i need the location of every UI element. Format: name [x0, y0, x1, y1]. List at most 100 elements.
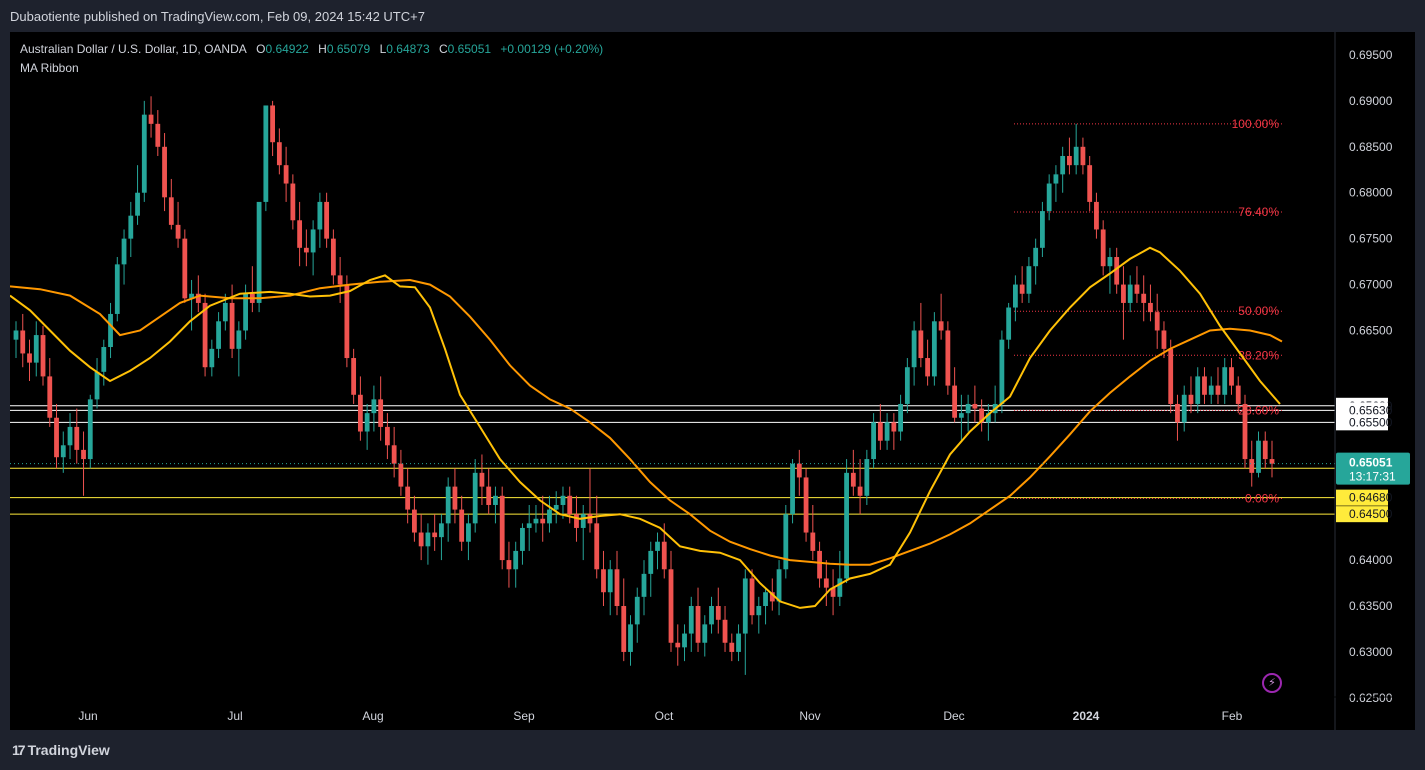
candle-body: [135, 192, 140, 216]
candle-body: [209, 348, 215, 368]
candle: [763, 587, 768, 625]
candle: [1141, 275, 1147, 322]
candle-body: [884, 422, 890, 441]
candle: [384, 413, 390, 460]
candle-body: [526, 523, 532, 528]
candle: [1087, 155, 1093, 212]
time-tick-label: Nov: [799, 709, 820, 723]
candle: [695, 587, 701, 652]
time-tick-label: Oct: [655, 709, 674, 723]
candle-body: [398, 463, 404, 487]
candle: [803, 468, 809, 542]
candle: [432, 514, 438, 551]
candle-body: [938, 321, 944, 331]
candle-body: [682, 633, 687, 648]
candle-body: [1127, 284, 1133, 303]
candle: [1256, 431, 1261, 478]
candle-body: [837, 578, 843, 597]
candle: [1215, 367, 1221, 404]
candle: [553, 491, 559, 524]
indicator-row[interactable]: MA Ribbon: [20, 59, 609, 78]
candle-body: [749, 578, 755, 616]
candle: [499, 486, 505, 570]
candle-body: [351, 358, 357, 395]
candle-body: [675, 642, 681, 648]
candle-body: [1202, 376, 1207, 395]
candle-body: [1026, 266, 1032, 294]
candle-body: [817, 550, 822, 579]
candle-body: [607, 569, 613, 593]
fib-level-label: 0.00%: [1245, 492, 1279, 506]
candle-body: [1181, 394, 1187, 423]
candle: [628, 615, 633, 666]
candle-body: [1087, 165, 1093, 202]
open-value: 0.64922: [265, 42, 309, 56]
candle: [263, 105, 269, 212]
candle: [128, 201, 134, 258]
candle-body: [74, 426, 80, 450]
candle-body: [1188, 394, 1194, 404]
candle: [216, 312, 221, 359]
candle-body: [290, 183, 296, 221]
price-label: 0.65500: [1336, 414, 1393, 431]
candle-body: [439, 523, 444, 538]
current-price-text: 0.65051: [1349, 456, 1393, 470]
candle-body: [844, 472, 849, 579]
candle-body: [425, 532, 431, 547]
open-label: O: [256, 42, 266, 56]
tradingview-logo[interactable]: 17 TradingView: [12, 742, 110, 758]
candle-body: [466, 523, 471, 542]
candle: [587, 468, 593, 533]
candle: [1242, 394, 1248, 469]
candle-body: [1046, 183, 1052, 212]
candle: [351, 348, 357, 404]
candle-body: [722, 619, 728, 643]
candle: [1060, 146, 1066, 193]
candle-body: [1141, 293, 1147, 303]
price-label-text: 0.64680: [1349, 491, 1393, 505]
candle: [790, 459, 795, 524]
candle: [682, 624, 687, 662]
candle: [965, 394, 971, 432]
candle: [857, 459, 863, 515]
candle-body: [560, 495, 566, 505]
candle-body: [175, 224, 181, 239]
candle-body: [567, 495, 573, 515]
tradingview-logo-icon: 17: [12, 742, 26, 758]
candle-body: [432, 532, 438, 538]
candle: [20, 313, 26, 368]
candle: [121, 229, 127, 285]
candle: [1208, 376, 1214, 404]
candle-body: [472, 472, 478, 524]
candle-body: [324, 201, 330, 239]
candle-body: [688, 606, 694, 634]
price-label-text: 0.65630: [1349, 403, 1393, 417]
candle-body: [985, 413, 991, 423]
candle: [871, 413, 876, 469]
candle: [1121, 266, 1126, 340]
symbol-name[interactable]: Australian Dollar / U.S. Dollar, 1D, OAN…: [20, 42, 247, 56]
bolt-icon[interactable]: ⚡: [1262, 673, 1282, 693]
price-chart[interactable]: 100.00% 76.40% 50.00% 38.20% 23.60% 0.00% 0.69…: [10, 32, 1415, 730]
candle: [918, 302, 924, 368]
candle: [972, 385, 978, 423]
candle: [1012, 275, 1018, 322]
candle: [209, 339, 215, 377]
candle-body: [783, 514, 789, 570]
candle: [1229, 358, 1234, 395]
candle: [276, 128, 282, 175]
candle-body: [999, 339, 1005, 404]
candle-body: [1208, 385, 1214, 395]
indicator-name[interactable]: MA Ribbon: [20, 61, 79, 75]
candle: [1181, 385, 1187, 432]
candle-body: [229, 302, 235, 349]
candle-body: [189, 293, 194, 299]
candle: [256, 201, 262, 313]
candle: [891, 413, 897, 450]
candle: [999, 330, 1005, 414]
candle-body: [182, 238, 188, 299]
candle-body: [1269, 459, 1275, 464]
candle: [371, 385, 377, 432]
candle-body: [60, 445, 66, 458]
